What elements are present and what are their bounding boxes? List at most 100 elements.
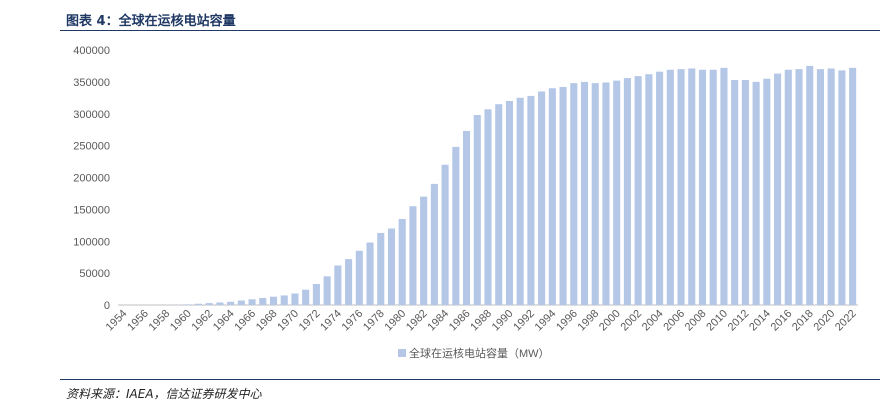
x-tick-label: 2008 (683, 308, 709, 334)
bar-2011 (731, 79, 739, 306)
bar-1972 (312, 283, 320, 305)
bar-2004 (656, 71, 664, 305)
y-tick-label: 200000 (73, 173, 110, 185)
figure-title: 图表 4：全球在运核电站容量 (66, 14, 236, 29)
bar-1965 (237, 300, 245, 305)
y-tick-label: 150000 (73, 204, 110, 216)
bar-2013 (752, 81, 760, 306)
x-tick-label: 2020 (812, 308, 838, 334)
x-tick-label: 1988 (468, 308, 494, 334)
x-tick-label: 2004 (640, 308, 666, 334)
legend-label: 全球在运核电站容量（MW） (409, 346, 550, 360)
x-tick-label: 2016 (769, 308, 795, 334)
x-tick-label: 2010 (704, 308, 730, 334)
bar-1985 (452, 146, 460, 305)
x-tick-label: 2000 (597, 308, 623, 334)
bar-2018 (806, 65, 814, 305)
bar-1984 (441, 164, 449, 305)
bar-chart: 0 50000 100000 150000 200000 250000 300000 3500… (73, 45, 859, 360)
x-tick-label: 1998 (576, 308, 602, 334)
bar-1978 (377, 232, 385, 305)
bar-1976 (355, 250, 363, 305)
bar-2021 (838, 70, 846, 306)
x-tick-label: 2012 (726, 308, 752, 334)
x-tick-label: 1992 (511, 308, 537, 334)
x-tick-label: 1972 (297, 308, 323, 334)
x-tick-label: 1960 (168, 308, 194, 334)
bar-1994 (548, 88, 556, 305)
bar-1991 (516, 97, 524, 305)
bar-1986 (463, 130, 471, 305)
x-tick-label: 1962 (189, 308, 215, 334)
bar-2019 (816, 69, 824, 306)
bar-1977 (366, 242, 374, 305)
x-tick-label: 1958 (147, 308, 173, 334)
x-tick-label: 1966 (232, 308, 258, 334)
bar-2015 (774, 73, 782, 305)
bar-2000 (613, 80, 621, 305)
x-tick-label: 2014 (747, 308, 773, 334)
bar-2003 (645, 74, 653, 305)
bar-1990 (505, 101, 513, 305)
x-tick-label: 1980 (383, 308, 409, 334)
bar-1989 (495, 104, 503, 305)
bar-1974 (334, 265, 342, 305)
x-tick-label: 1974 (318, 308, 344, 334)
x-tick-label: 1994 (533, 308, 559, 334)
source-divider (60, 379, 880, 380)
bar-2017 (795, 69, 803, 306)
x-tick-label: 1986 (447, 308, 473, 334)
bar-2008 (698, 69, 707, 305)
y-tick-label: 300000 (73, 109, 110, 121)
x-tick-label: 1984 (425, 308, 451, 334)
bar-1987 (473, 115, 481, 305)
bar-1999 (602, 82, 610, 305)
bar-2022 (849, 67, 857, 305)
bar-2007 (688, 68, 696, 305)
y-tick-label: 400000 (73, 45, 110, 57)
bar-1992 (527, 95, 535, 306)
source-note: 资料来源：IAEA，信达证券研发中心 (66, 387, 262, 401)
bar-1998 (591, 83, 599, 306)
bar-1967 (259, 297, 267, 305)
x-tick-label: 1970 (275, 308, 301, 334)
y-tick-label: 350000 (73, 77, 110, 89)
bar-1961 (194, 303, 202, 305)
x-tick-label: 1990 (490, 308, 516, 334)
bar-1997 (580, 81, 589, 306)
bar-1993 (538, 91, 546, 305)
x-tick-label: 1964 (211, 308, 237, 334)
bar-1983 (430, 183, 438, 306)
bar-1980 (398, 218, 406, 305)
x-tick-label: 1956 (125, 308, 151, 334)
bar-2001 (623, 78, 631, 305)
x-tick-label: 1968 (254, 308, 280, 334)
bar-2014 (763, 78, 771, 305)
bar-1968 (269, 296, 278, 305)
chart-container: 0 50000 100000 150000 200000 250000 300000 3500… (0, 30, 890, 380)
bar-2010 (720, 67, 728, 305)
bar-2002 (634, 76, 642, 305)
bar-2020 (827, 68, 835, 305)
bar-2009 (709, 69, 717, 305)
x-tick-label: 2022 (833, 308, 859, 334)
bar-1995 (559, 86, 567, 305)
x-tick-label: 1976 (340, 308, 366, 334)
bar-1966 (248, 299, 256, 305)
x-tick-label: 2018 (790, 308, 816, 334)
bar-2016 (784, 69, 792, 305)
y-tick-label: 50000 (79, 268, 110, 280)
bar-2006 (677, 69, 685, 306)
bar-1982 (420, 196, 428, 306)
y-tick-label: 100000 (73, 236, 110, 248)
bar-1988 (484, 109, 492, 305)
legend-swatch (398, 349, 406, 357)
y-tick-label: 250000 (73, 141, 110, 153)
x-tick-label: 2006 (661, 308, 687, 334)
bar-1971 (302, 289, 310, 305)
x-tick-label: 1978 (361, 308, 387, 334)
bar-1963 (216, 302, 224, 305)
bar-1962 (205, 303, 213, 305)
bar-1960 (184, 304, 192, 305)
bar-2012 (741, 79, 749, 306)
